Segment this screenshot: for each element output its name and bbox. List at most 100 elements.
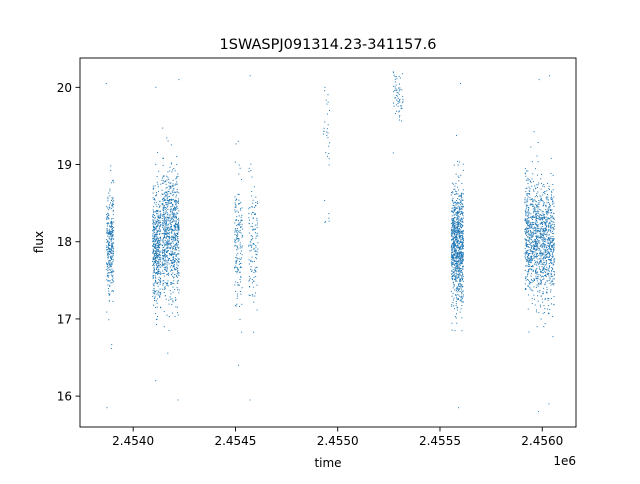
data-point <box>167 199 169 201</box>
data-point <box>550 273 552 275</box>
data-point <box>109 231 111 233</box>
data-point <box>532 208 534 210</box>
data-point <box>396 78 398 80</box>
data-point <box>456 222 458 224</box>
data-point <box>527 270 529 272</box>
data-point <box>526 192 528 194</box>
data-point <box>164 196 166 198</box>
data-point <box>527 254 529 256</box>
data-point <box>544 264 546 266</box>
data-point <box>112 234 114 236</box>
data-point <box>453 261 455 263</box>
data-point <box>163 220 165 222</box>
data-point <box>112 252 114 254</box>
data-point <box>154 260 156 262</box>
data-point <box>156 254 158 256</box>
data-point <box>178 218 180 220</box>
data-point <box>458 211 460 213</box>
data-point <box>111 268 113 270</box>
data-point <box>236 236 238 238</box>
data-point <box>166 199 168 201</box>
data-point <box>528 220 530 222</box>
data-point <box>541 238 543 240</box>
data-point <box>452 243 454 245</box>
data-point <box>172 194 174 196</box>
data-point <box>255 205 257 207</box>
data-point <box>546 214 548 216</box>
data-point <box>168 190 170 192</box>
data-point <box>109 195 111 197</box>
data-point <box>250 244 252 246</box>
data-point <box>545 244 547 246</box>
data-point <box>110 239 112 241</box>
data-point <box>538 253 540 255</box>
data-point <box>542 222 544 224</box>
data-point <box>540 271 542 273</box>
data-point <box>110 251 112 253</box>
data-point <box>451 277 453 279</box>
data-point <box>398 87 400 89</box>
data-point <box>525 179 527 181</box>
data-point <box>534 230 536 232</box>
data-point <box>529 243 531 245</box>
data-point <box>395 84 397 86</box>
data-point <box>548 265 550 267</box>
data-point <box>538 202 540 204</box>
data-point <box>526 220 528 222</box>
data-point <box>548 246 550 248</box>
data-point <box>328 213 330 215</box>
data-point <box>252 261 254 263</box>
data-point <box>459 208 461 210</box>
data-point <box>458 261 460 263</box>
data-point <box>456 229 458 231</box>
data-point <box>456 241 458 243</box>
data-point <box>454 266 456 268</box>
data-point <box>552 268 553 270</box>
data-point <box>253 212 255 214</box>
data-point <box>154 234 156 236</box>
data-point <box>460 226 462 228</box>
data-point <box>456 230 458 232</box>
data-point <box>454 201 456 203</box>
data-point <box>536 229 538 231</box>
data-point <box>167 280 169 282</box>
data-point <box>456 255 458 257</box>
data-point <box>461 260 463 262</box>
data-point <box>455 278 457 280</box>
data-point <box>539 289 541 291</box>
data-point <box>534 240 536 242</box>
data-point <box>459 279 461 281</box>
data-point <box>157 273 159 275</box>
data-point <box>160 292 162 294</box>
data-point <box>159 226 161 228</box>
data-point <box>235 267 237 269</box>
data-point <box>156 266 158 268</box>
data-point <box>541 182 543 184</box>
data-point <box>452 282 454 284</box>
data-point <box>451 245 453 247</box>
data-point <box>113 259 114 261</box>
data-point <box>527 228 529 230</box>
data-point <box>157 294 159 296</box>
data-point <box>236 254 238 256</box>
data-point <box>549 309 551 311</box>
data-point <box>174 239 176 241</box>
data-point <box>178 201 180 203</box>
data-point <box>175 194 177 196</box>
data-point <box>177 173 179 175</box>
data-point <box>156 293 158 295</box>
data-point <box>172 212 174 214</box>
data-point <box>539 260 541 262</box>
data-point <box>251 256 253 258</box>
data-point <box>172 236 174 238</box>
data-point <box>531 234 533 236</box>
data-point <box>111 282 113 284</box>
data-point <box>534 168 536 170</box>
data-point <box>552 218 554 220</box>
data-point <box>327 124 329 126</box>
data-point <box>173 208 175 210</box>
data-point <box>156 151 158 153</box>
data-point <box>461 245 463 247</box>
data-point <box>551 270 553 272</box>
data-point <box>160 224 161 226</box>
